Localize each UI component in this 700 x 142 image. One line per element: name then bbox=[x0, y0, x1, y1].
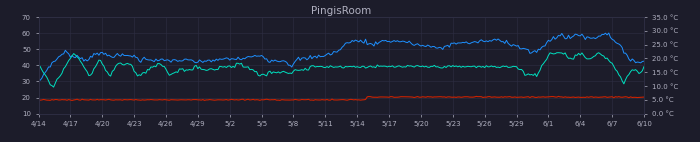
temp bbox=[640, 96, 648, 98]
outdoor-temp bbox=[554, 52, 563, 54]
temp bbox=[68, 100, 76, 101]
humidity bbox=[36, 79, 44, 81]
humidity bbox=[472, 41, 480, 43]
humidity bbox=[349, 41, 358, 42]
outdoor-temp bbox=[487, 65, 496, 67]
Line: outdoor-temp: outdoor-temp bbox=[38, 53, 644, 87]
temp bbox=[246, 99, 254, 101]
outdoor-temp bbox=[246, 69, 254, 71]
outdoor-temp bbox=[34, 63, 43, 65]
outdoor-temp bbox=[640, 66, 648, 67]
humidity bbox=[34, 79, 43, 81]
outdoor-temp bbox=[472, 67, 480, 68]
Line: humidity: humidity bbox=[38, 33, 644, 80]
outdoor-temp bbox=[50, 86, 58, 88]
temp bbox=[484, 96, 492, 98]
temp bbox=[487, 96, 496, 98]
outdoor-temp bbox=[563, 56, 571, 57]
humidity bbox=[246, 56, 254, 58]
temp bbox=[563, 96, 571, 98]
humidity bbox=[605, 32, 613, 34]
Title: PingisRoom: PingisRoom bbox=[311, 6, 372, 16]
Line: temp: temp bbox=[38, 96, 644, 100]
humidity bbox=[640, 60, 648, 62]
outdoor-temp bbox=[349, 65, 358, 67]
humidity bbox=[487, 40, 496, 42]
humidity bbox=[484, 41, 492, 42]
temp bbox=[472, 96, 480, 97]
humidity bbox=[561, 38, 569, 40]
temp bbox=[349, 99, 358, 101]
temp bbox=[34, 99, 43, 100]
temp bbox=[554, 96, 563, 97]
outdoor-temp bbox=[484, 66, 492, 68]
